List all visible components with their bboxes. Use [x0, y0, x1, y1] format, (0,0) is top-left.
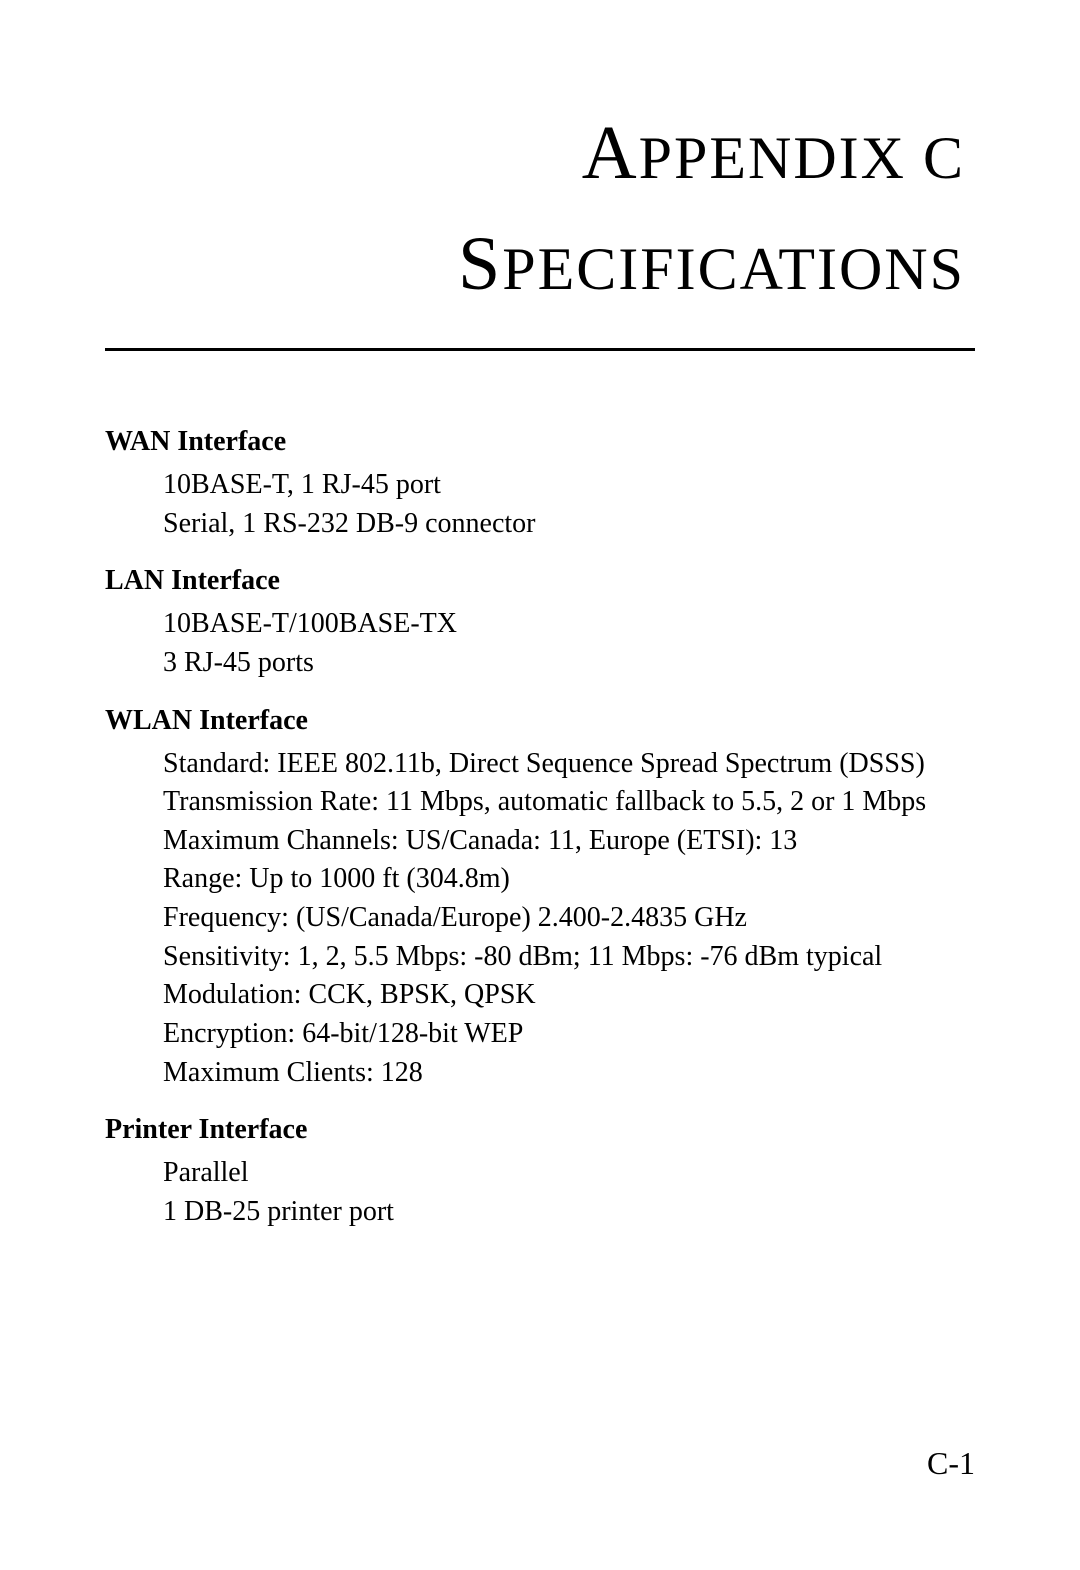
appendix-label: APPENDIX C [105, 110, 965, 197]
spec-line: 3 RJ-45 ports [163, 644, 975, 683]
title-suffix: C [906, 125, 965, 191]
title-cap-s: S [458, 222, 502, 306]
section-body: 10BASE-T, 1 RJ-45 port Serial, 1 RS-232 … [105, 466, 975, 543]
section-heading: WAN Interface [105, 426, 975, 458]
spec-line: Encryption: 64-bit/128-bit WEP [163, 1015, 975, 1054]
section-heading: WLAN Interface [105, 705, 975, 737]
section-wan-interface: WAN Interface 10BASE-T, 1 RJ-45 port Ser… [105, 426, 975, 543]
title-block: APPENDIX C SPECIFICATIONS [105, 110, 975, 308]
section-lan-interface: LAN Interface 10BASE-T/100BASE-TX 3 RJ-4… [105, 565, 975, 682]
document-page: APPENDIX C SPECIFICATIONS WAN Interface … [0, 0, 1080, 1231]
specifications-label: SPECIFICATIONS [105, 221, 965, 308]
spec-line: Transmission Rate: 11 Mbps, automatic fa… [163, 783, 975, 822]
title-cap-a: A [582, 111, 639, 195]
spec-line: Modulation: CCK, BPSK, QPSK [163, 976, 975, 1015]
section-heading: LAN Interface [105, 565, 975, 597]
spec-line: Standard: IEEE 802.11b, Direct Sequence … [163, 745, 975, 784]
spec-line: Maximum Channels: US/Canada: 11, Europe … [163, 822, 975, 861]
page-number: C-1 [927, 1445, 975, 1482]
spec-line: Maximum Clients: 128 [163, 1054, 975, 1093]
spec-line: Frequency: (US/Canada/Europe) 2.400-2.48… [163, 899, 975, 938]
section-body: Standard: IEEE 802.11b, Direct Sequence … [105, 745, 975, 1093]
spec-line: Sensitivity: 1, 2, 5.5 Mbps: -80 dBm; 11… [163, 938, 975, 977]
section-body: Parallel 1 DB-25 printer port [105, 1154, 975, 1231]
spec-line: 10BASE-T, 1 RJ-45 port [163, 466, 975, 505]
title-rest-2: PECIFICATIONS [502, 236, 965, 302]
spec-line: Range: Up to 1000 ft (304.8m) [163, 860, 975, 899]
heading-rule [105, 348, 975, 351]
spec-line: 10BASE-T/100BASE-TX [163, 605, 975, 644]
spec-line: 1 DB-25 printer port [163, 1193, 975, 1232]
spec-line: Serial, 1 RS-232 DB-9 connector [163, 505, 975, 544]
spec-line: Parallel [163, 1154, 975, 1193]
section-heading: Printer Interface [105, 1114, 975, 1146]
section-printer-interface: Printer Interface Parallel 1 DB-25 print… [105, 1114, 975, 1231]
section-body: 10BASE-T/100BASE-TX 3 RJ-45 ports [105, 605, 975, 682]
section-wlan-interface: WLAN Interface Standard: IEEE 802.11b, D… [105, 705, 975, 1093]
title-rest-1: PPENDIX [639, 125, 906, 191]
